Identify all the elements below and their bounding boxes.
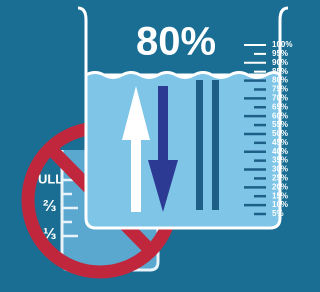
- scale-label: 70%: [272, 93, 288, 102]
- scale-label: 20%: [272, 182, 288, 191]
- scale-label: 60%: [272, 111, 288, 120]
- scale-label: 65%: [272, 102, 288, 111]
- scale-label: 10%: [272, 200, 288, 209]
- scale-label: 80%: [272, 76, 288, 85]
- scale-label: 35%: [272, 156, 288, 165]
- scale-label: 5%: [272, 209, 284, 218]
- scale-label: 75%: [272, 85, 288, 94]
- small-beaker-label: ⅔: [43, 198, 56, 215]
- scale-label: 85%: [272, 67, 288, 76]
- big-percent: 80%: [136, 20, 216, 64]
- scale-label: 50%: [272, 129, 288, 138]
- scale-label: 25%: [272, 174, 288, 183]
- scale-label: 40%: [272, 147, 288, 156]
- scale-label: 100%: [272, 40, 292, 49]
- level-bar: [196, 80, 203, 210]
- scale-label: 55%: [272, 120, 288, 129]
- scale-label: 45%: [272, 138, 288, 147]
- scale-label: 15%: [272, 191, 288, 200]
- scale-label: 90%: [272, 58, 288, 67]
- scale-label: 95%: [272, 49, 288, 58]
- level-bar: [212, 80, 219, 210]
- page: FULL ⅔ ⅓ 80% 100%95%90%85%80%75%70%65%60…: [0, 0, 320, 292]
- illustration: FULL ⅔ ⅓ 80% 100%95%90%85%80%75%70%65%60…: [0, 0, 296, 292]
- scale-label: 30%: [272, 165, 288, 174]
